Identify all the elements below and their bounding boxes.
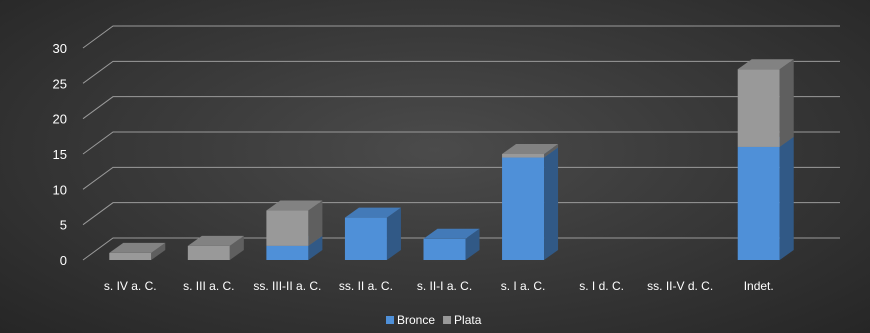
gridline-10 bbox=[82, 166, 840, 190]
legend: Bronce Plata bbox=[386, 313, 482, 327]
gridline-25 bbox=[82, 60, 840, 84]
bar-bronce-8 bbox=[737, 136, 794, 260]
bar-bronce-3 bbox=[344, 207, 401, 260]
y-tick-30: 30 bbox=[53, 41, 67, 56]
x-category-label: s. II-I a. C. bbox=[417, 279, 472, 293]
gridline-20 bbox=[82, 96, 840, 120]
y-tick-0: 0 bbox=[60, 253, 67, 268]
x-category-label: s. I d. C. bbox=[579, 279, 624, 293]
y-axis-tick-labels: 0 5 10 15 20 25 30 bbox=[53, 41, 67, 268]
bar-plata-0 bbox=[109, 242, 166, 260]
gridline-0 bbox=[82, 237, 840, 261]
x-category-label: Indet. bbox=[744, 279, 774, 293]
gridline-15 bbox=[82, 131, 840, 155]
legend-label-bronce: Bronce bbox=[397, 313, 435, 327]
y-tick-10: 10 bbox=[53, 182, 67, 197]
x-category-label: s. IV a. C. bbox=[104, 279, 157, 293]
x-category-label: ss. II-V d. C. bbox=[647, 279, 713, 293]
legend-swatch-plata bbox=[443, 316, 452, 324]
y-tick-15: 15 bbox=[53, 147, 67, 162]
gridline-30 bbox=[82, 25, 840, 49]
bar-plata-5 bbox=[502, 144, 559, 158]
bar-plata-2 bbox=[266, 200, 323, 246]
x-category-label: s. I a. C. bbox=[501, 279, 546, 293]
gridlines bbox=[82, 25, 840, 261]
x-category-label: ss. III-II a. C. bbox=[253, 279, 321, 293]
bar-plata-1 bbox=[187, 235, 244, 260]
bar-bronce-4 bbox=[423, 228, 480, 260]
x-category-label: s. III a. C. bbox=[183, 279, 234, 293]
x-axis-category-labels: s. IV a. C. s. III a. C. ss. III-II a. C. s… bbox=[104, 279, 774, 293]
y-tick-5: 5 bbox=[60, 218, 67, 233]
legend-label-plata: Plata bbox=[454, 313, 482, 327]
y-tick-25: 25 bbox=[53, 76, 67, 91]
gridline-5 bbox=[82, 202, 840, 226]
legend-swatch-bronce bbox=[386, 316, 394, 324]
bar-bronce-5 bbox=[502, 147, 559, 260]
bars bbox=[109, 59, 794, 260]
bar-plata-8 bbox=[737, 59, 794, 147]
y-tick-20: 20 bbox=[53, 112, 67, 127]
x-category-label: ss. II a. C. bbox=[339, 279, 393, 293]
